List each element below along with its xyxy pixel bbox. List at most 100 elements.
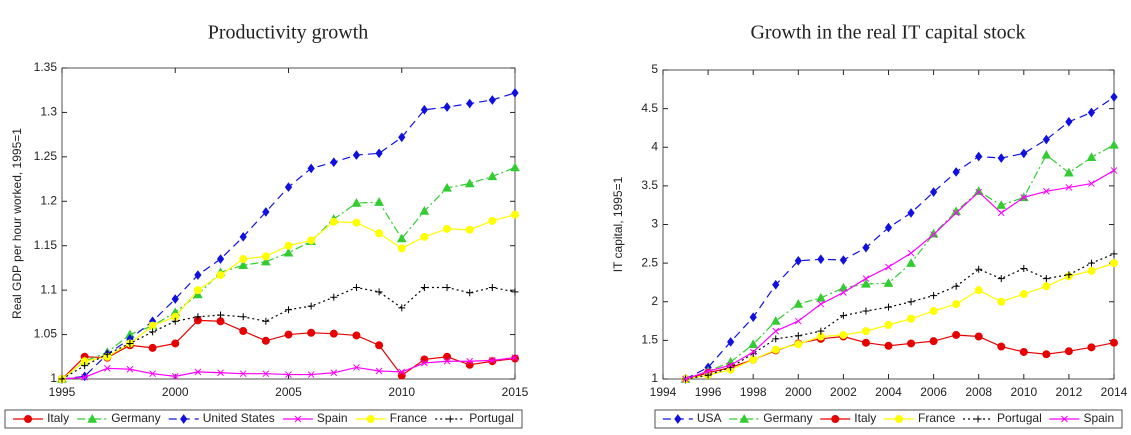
marker [397,371,406,380]
marker [794,255,802,266]
marker [794,332,802,340]
marker [239,255,248,264]
marker [772,279,780,290]
legend-label: Italy [47,411,69,425]
marker [862,242,870,253]
legend-item: Germany [729,411,813,425]
marker [861,338,870,347]
y-tick-label: 1 [50,371,57,385]
x-tick-label: 2002 [830,385,857,399]
marker [511,354,519,362]
marker [352,331,361,340]
legend-label: Italy [854,411,876,425]
marker [1042,282,1051,291]
marker [353,364,360,371]
series-line [685,96,1115,380]
marker [1065,116,1073,127]
marker [838,282,849,292]
marker [894,415,903,423]
marker [511,210,519,219]
marker [262,207,270,217]
marker [1020,265,1028,273]
marker [682,375,689,383]
marker [194,270,202,280]
marker [307,328,316,337]
marker [907,339,916,348]
y-axis-label: IT capital, 1995=1 [611,176,625,272]
marker [262,370,270,378]
marker [374,197,384,206]
x-tick-label: 2008 [965,385,992,399]
marker [1065,271,1073,279]
marker [330,293,338,301]
marker [261,256,271,266]
marker [148,343,157,352]
marker [817,300,825,308]
marker [907,314,916,323]
y-tick-label: 4.5 [641,101,658,115]
marker [398,132,406,143]
x-tick-label: 2012 [1056,385,1083,399]
marker [1064,167,1074,177]
marker [929,307,938,316]
marker [180,414,188,424]
marker [352,218,361,227]
marker [329,217,338,226]
marker [1042,275,1050,283]
legend-item: United States [168,411,275,425]
marker [217,311,225,319]
marker [216,254,225,264]
marker [973,186,984,195]
marker [1042,350,1051,359]
legend-box [4,409,523,429]
series-line [685,144,1115,380]
marker [861,278,871,288]
marker [996,200,1007,209]
marker [239,231,247,242]
marker [443,352,452,361]
marker [87,413,98,423]
marker [727,361,735,369]
marker [375,288,383,296]
marker [907,249,915,257]
marker [193,286,202,295]
x-tick-label: 1996 [695,385,722,399]
marker [1019,290,1028,299]
marker [284,182,293,192]
marker [1087,343,1096,352]
marker [239,370,247,378]
marker [930,292,938,300]
marker [674,414,682,424]
y-tick-label: 1 [651,371,658,385]
marker [217,369,224,377]
marker [839,330,848,339]
legend-item: Portugal [963,411,1042,425]
marker [794,317,802,325]
legend-item: Italy [13,411,69,425]
marker [397,244,406,253]
marker [997,297,1006,306]
marker [929,187,938,197]
marker [446,415,454,423]
y-tick-label: 4 [651,139,658,153]
marker [81,373,89,381]
marker [442,182,452,192]
marker [511,288,519,296]
marker [1087,266,1096,275]
marker [420,104,429,115]
marker [171,339,180,348]
y-tick-label: 1.25 [34,149,58,163]
marker [739,413,750,423]
legend-item: France [355,411,427,425]
marker [1020,148,1028,159]
marker [375,367,383,375]
marker [284,330,293,339]
marker [952,300,961,309]
marker [239,313,247,321]
series-line [685,169,1115,380]
marker [126,365,134,373]
marker [351,198,362,207]
marker [193,289,203,299]
marker [464,178,475,188]
marker [261,252,270,261]
